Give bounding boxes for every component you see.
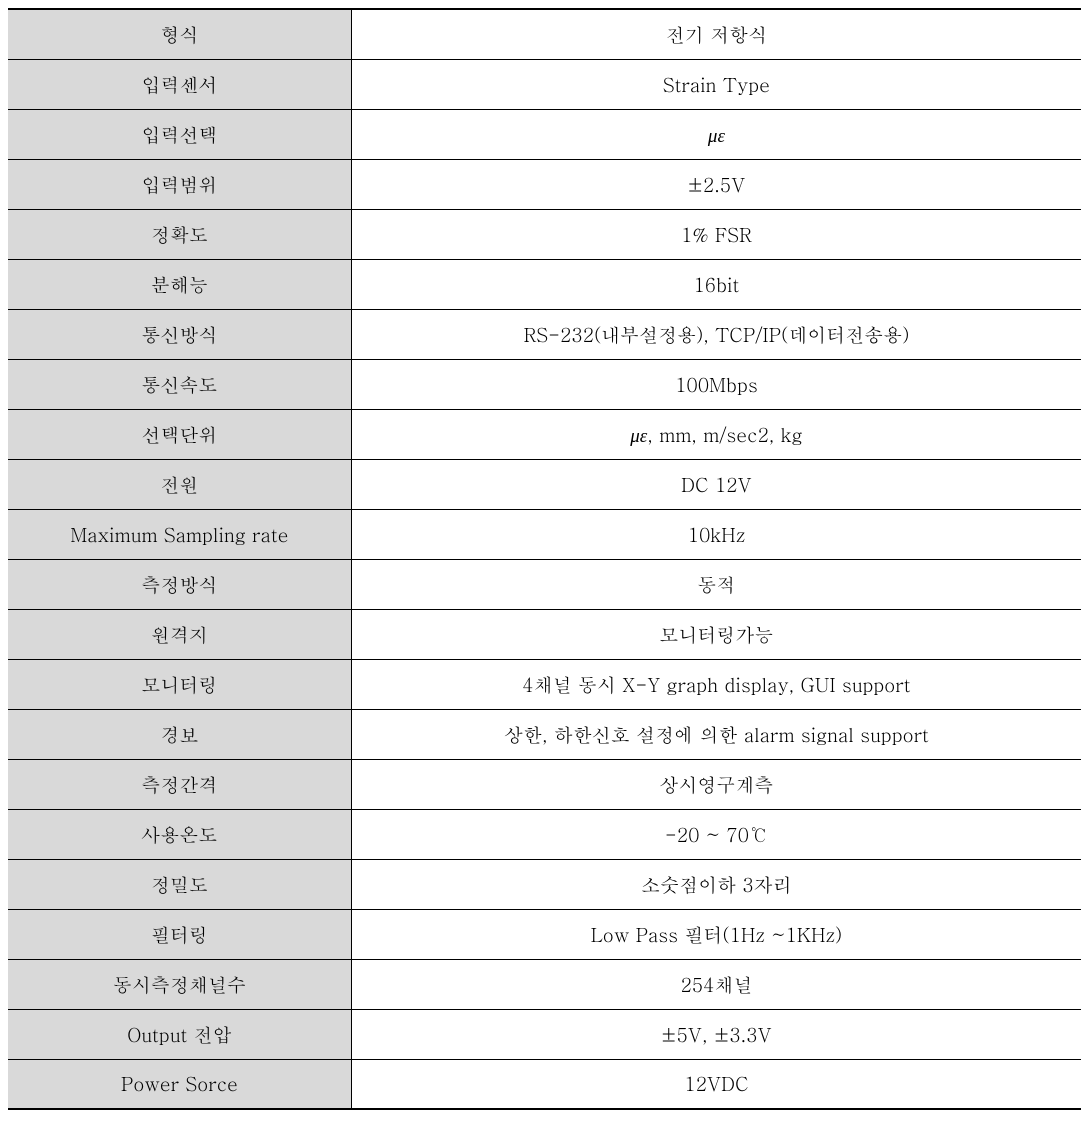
table-row: 통신방식RS-232(내부설정용), TCP/IP(데이터전송용) bbox=[8, 309, 1081, 359]
spec-value: 모니터링가능 bbox=[351, 609, 1081, 659]
spec-value: 1% FSR bbox=[351, 209, 1081, 259]
spec-label: 정밀도 bbox=[8, 859, 351, 909]
spec-label: 원격지 bbox=[8, 609, 351, 659]
spec-label: Maximum Sampling rate bbox=[8, 509, 351, 559]
table-row: 원격지모니터링가능 bbox=[8, 609, 1081, 659]
table-row: 분해능16bit bbox=[8, 259, 1081, 309]
table-row: 통신속도100Mbps bbox=[8, 359, 1081, 409]
table-row: Power Sorce12VDC bbox=[8, 1059, 1081, 1109]
spec-value: Strain Type bbox=[351, 59, 1081, 109]
spec-label: 통신속도 bbox=[8, 359, 351, 409]
spec-label: 통신방식 bbox=[8, 309, 351, 359]
spec-value: 상시영구계측 bbox=[351, 759, 1081, 809]
table-row: 측정방식동적 bbox=[8, 559, 1081, 609]
spec-value: 16bit bbox=[351, 259, 1081, 309]
spec-value: -20 ~ 70℃ bbox=[351, 809, 1081, 859]
spec-value: 전기 저항식 bbox=[351, 9, 1081, 59]
spec-value: 상한, 하한신호 설정에 의한 alarm signal support bbox=[351, 709, 1081, 759]
spec-label: 입력선택 bbox=[8, 109, 351, 159]
table-row: 동시측정채널수254채널 bbox=[8, 959, 1081, 1009]
spec-value: ±2.5V bbox=[351, 159, 1081, 209]
table-row: 필터링Low Pass 필터(1Hz ~1KHz) bbox=[8, 909, 1081, 959]
spec-label: 측정방식 bbox=[8, 559, 351, 609]
spec-table-body: 형식전기 저항식입력센서Strain Type입력선택με입력범위±2.5V정확… bbox=[8, 9, 1081, 1109]
spec-label: Output 전압 bbox=[8, 1009, 351, 1059]
spec-value: 동적 bbox=[351, 559, 1081, 609]
table-row: 선택단위με, mm, m/sec2, kg bbox=[8, 409, 1081, 459]
spec-value: 4채널 동시 X-Y graph display, GUI support bbox=[351, 659, 1081, 709]
spec-value: με bbox=[351, 109, 1081, 159]
spec-value: με, mm, m/sec2, kg bbox=[351, 409, 1081, 459]
spec-value: 12VDC bbox=[351, 1059, 1081, 1109]
table-row: 정확도1% FSR bbox=[8, 209, 1081, 259]
spec-value: DC 12V bbox=[351, 459, 1081, 509]
spec-label: 입력센서 bbox=[8, 59, 351, 109]
table-row: 전원DC 12V bbox=[8, 459, 1081, 509]
table-row: 정밀도소숫점이하 3자리 bbox=[8, 859, 1081, 909]
spec-label: 분해능 bbox=[8, 259, 351, 309]
table-row: 입력선택με bbox=[8, 109, 1081, 159]
spec-label: 필터링 bbox=[8, 909, 351, 959]
table-row: 사용온도-20 ~ 70℃ bbox=[8, 809, 1081, 859]
spec-label: 측정간격 bbox=[8, 759, 351, 809]
spec-label: 입력범위 bbox=[8, 159, 351, 209]
table-row: Output 전압±5V, ±3.3V bbox=[8, 1009, 1081, 1059]
table-row: Maximum Sampling rate10kHz bbox=[8, 509, 1081, 559]
spec-label: 사용온도 bbox=[8, 809, 351, 859]
spec-value: 소숫점이하 3자리 bbox=[351, 859, 1081, 909]
spec-label: 모니터링 bbox=[8, 659, 351, 709]
spec-label: 정확도 bbox=[8, 209, 351, 259]
spec-value: 100Mbps bbox=[351, 359, 1081, 409]
table-row: 입력범위±2.5V bbox=[8, 159, 1081, 209]
table-row: 측정간격상시영구계측 bbox=[8, 759, 1081, 809]
spec-label: 동시측정채널수 bbox=[8, 959, 351, 1009]
table-row: 모니터링4채널 동시 X-Y graph display, GUI suppor… bbox=[8, 659, 1081, 709]
spec-value: 254채널 bbox=[351, 959, 1081, 1009]
table-row: 경보상한, 하한신호 설정에 의한 alarm signal support bbox=[8, 709, 1081, 759]
spec-label: Power Sorce bbox=[8, 1059, 351, 1109]
spec-value: 10kHz bbox=[351, 509, 1081, 559]
table-row: 형식전기 저항식 bbox=[8, 9, 1081, 59]
spec-value: ±5V, ±3.3V bbox=[351, 1009, 1081, 1059]
spec-value: RS-232(내부설정용), TCP/IP(데이터전송용) bbox=[351, 309, 1081, 359]
spec-label: 전원 bbox=[8, 459, 351, 509]
spec-table: 형식전기 저항식입력센서Strain Type입력선택με입력범위±2.5V정확… bbox=[8, 8, 1081, 1110]
table-row: 입력센서Strain Type bbox=[8, 59, 1081, 109]
spec-label: 선택단위 bbox=[8, 409, 351, 459]
spec-label: 형식 bbox=[8, 9, 351, 59]
spec-value: Low Pass 필터(1Hz ~1KHz) bbox=[351, 909, 1081, 959]
spec-label: 경보 bbox=[8, 709, 351, 759]
